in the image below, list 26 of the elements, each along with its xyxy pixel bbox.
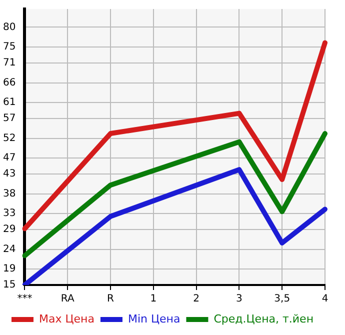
y-tick-label: 71 [2, 58, 16, 69]
y-tick-label: 33 [2, 208, 16, 220]
x-tick-label: 4 [322, 294, 328, 305]
y-tick-label: 80 [2, 22, 16, 33]
y-tick-label: 24 [2, 244, 16, 255]
legend-label: Max Цена [38, 312, 94, 326]
y-tick-label: 57 [2, 113, 16, 124]
y-tick-label: 19 [2, 264, 16, 275]
y-tick-label: 47 [2, 152, 16, 164]
x-tick-label: *** [17, 294, 32, 305]
y-tick-label: 38 [2, 188, 16, 200]
y-tick-label: 75 [2, 42, 16, 53]
x-tick-label: R [107, 294, 114, 305]
y-tick-label: 61 [2, 97, 16, 108]
x-tick-label: 3 [236, 294, 242, 305]
y-tick-label: 43 [2, 168, 16, 180]
x-tick-label: 3,5 [274, 294, 290, 305]
x-tick-label: 1 [150, 294, 157, 305]
y-tick-label: 66 [2, 77, 16, 88]
legend-label: Min Цена [128, 312, 180, 326]
x-tick-label: RA [60, 294, 74, 305]
y-tick-label: 29 [2, 224, 16, 236]
x-tick-label: 2 [193, 294, 200, 305]
y-tick-label: 52 [2, 132, 16, 144]
legend-label: Сред.Цена, т.йен [214, 312, 314, 326]
y-tick-label: 15 [2, 280, 16, 291]
